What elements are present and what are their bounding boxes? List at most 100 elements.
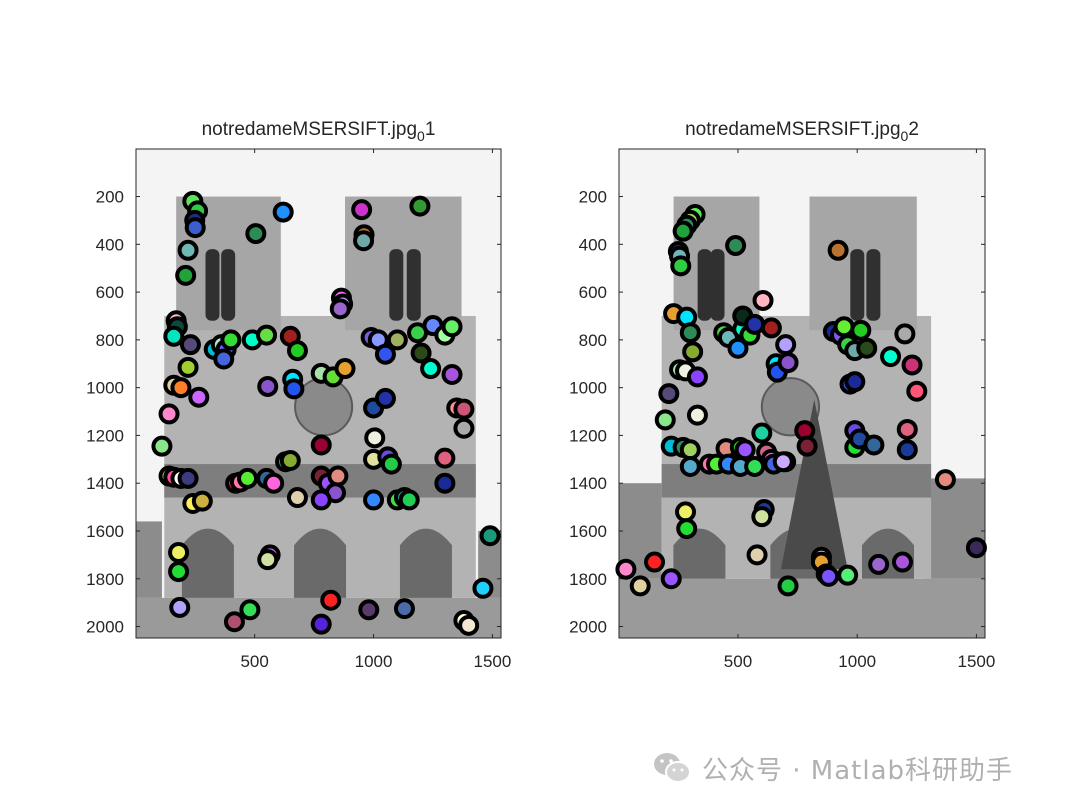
feature-point [775, 334, 797, 356]
feature-point [679, 455, 701, 477]
feature-point [751, 422, 773, 444]
axes-box [135, 148, 502, 639]
wechat-icon [654, 753, 691, 783]
feature-point [850, 319, 872, 341]
feature-point [175, 264, 197, 286]
feature-point [398, 489, 420, 511]
feature-point [965, 537, 987, 559]
feature-point [177, 239, 199, 261]
feature-point [833, 316, 855, 338]
feature-point [727, 337, 749, 359]
feature-point [934, 469, 956, 491]
feature-point [868, 553, 890, 575]
feature-point [168, 541, 190, 563]
y-tick-label: 600 [579, 283, 607, 302]
x-tick-label: 1500 [958, 652, 996, 671]
feature-point [675, 501, 697, 523]
feature-point [327, 465, 349, 487]
feature-point [263, 472, 285, 494]
feature-point [744, 455, 766, 477]
feature-point [472, 577, 494, 599]
feature-point [434, 472, 456, 494]
x-tick-label: 500 [240, 652, 268, 671]
feature-point [458, 614, 480, 636]
feature-point [479, 525, 501, 547]
y-tick-label: 800 [96, 331, 124, 350]
feature-point [374, 343, 396, 365]
feature-point [894, 323, 916, 345]
y-tick-label: 1800 [86, 570, 124, 589]
feature-point [434, 447, 456, 469]
feature-point [310, 434, 332, 456]
feature-point [746, 544, 768, 566]
axes-box [618, 148, 986, 639]
feature-point [744, 313, 766, 335]
feature-point [615, 558, 637, 580]
feature-point [358, 599, 380, 621]
feature-point [279, 450, 301, 472]
chart-panel-1: 500 1000 1500 200 400 600 800 1000 1200 1400 1600 1… [86, 119, 511, 671]
feature-point [191, 490, 213, 512]
feature-point [752, 289, 774, 311]
y-tick-label: 1400 [569, 474, 607, 493]
feature-point [239, 599, 261, 621]
feature-point [441, 316, 463, 338]
feature-point [670, 255, 692, 277]
y-tick-label: 800 [579, 331, 607, 350]
feature-point [374, 387, 396, 409]
feature-point [170, 377, 192, 399]
feature-point [283, 378, 305, 400]
chart-panel-2: 500 1000 1500 200 400 600 800 1000 1200 1400 1600 1… [569, 119, 995, 671]
feature-point [644, 551, 666, 573]
feature-point [777, 575, 799, 597]
feature-point [777, 352, 799, 374]
feature-point [168, 561, 190, 583]
feature-point [334, 358, 356, 380]
feature-point [256, 324, 278, 346]
watermark: 公众号 · Matlab科研助手 [652, 748, 1013, 788]
feature-point [410, 342, 432, 364]
y-tick-label: 1400 [86, 474, 124, 493]
feature-point [863, 434, 885, 456]
feature-point [672, 220, 694, 242]
y-tick-label: 200 [579, 188, 607, 207]
feature-point [686, 366, 708, 388]
feature-point [163, 325, 185, 347]
feature-point [179, 334, 201, 356]
y-tick-label: 1600 [86, 522, 124, 541]
feature-point [818, 565, 840, 587]
x-tick-label: 1000 [838, 652, 876, 671]
y-tick-label: 1000 [569, 379, 607, 398]
feature-point [353, 230, 375, 252]
feature-point [177, 467, 199, 489]
feature-point [393, 598, 415, 620]
feature-point [837, 564, 859, 586]
feature-point [220, 329, 242, 351]
feature-point [158, 403, 180, 425]
feature-point [286, 340, 308, 362]
feature-point [257, 549, 279, 571]
feature-point [676, 518, 698, 540]
feature-point [364, 427, 386, 449]
feature-point [351, 199, 373, 221]
feature-point [310, 613, 332, 635]
feature-point [453, 417, 475, 439]
feature-point [682, 341, 704, 363]
y-tick-label: 2000 [86, 618, 124, 637]
feature-point [725, 235, 747, 257]
x-tick-label: 1500 [474, 652, 512, 671]
feature-point [441, 364, 463, 386]
y-tick-label: 1200 [86, 426, 124, 445]
feature-point [654, 409, 676, 431]
feature-point [844, 371, 866, 393]
y-tick-label: 400 [96, 235, 124, 254]
feature-point [901, 354, 923, 376]
feature-point [257, 375, 279, 397]
feature-point [896, 418, 918, 440]
feature-point [796, 435, 818, 457]
feature-point [386, 329, 408, 351]
feature-point [658, 383, 680, 405]
y-tick-label: 600 [96, 283, 124, 302]
feature-point [906, 380, 928, 402]
